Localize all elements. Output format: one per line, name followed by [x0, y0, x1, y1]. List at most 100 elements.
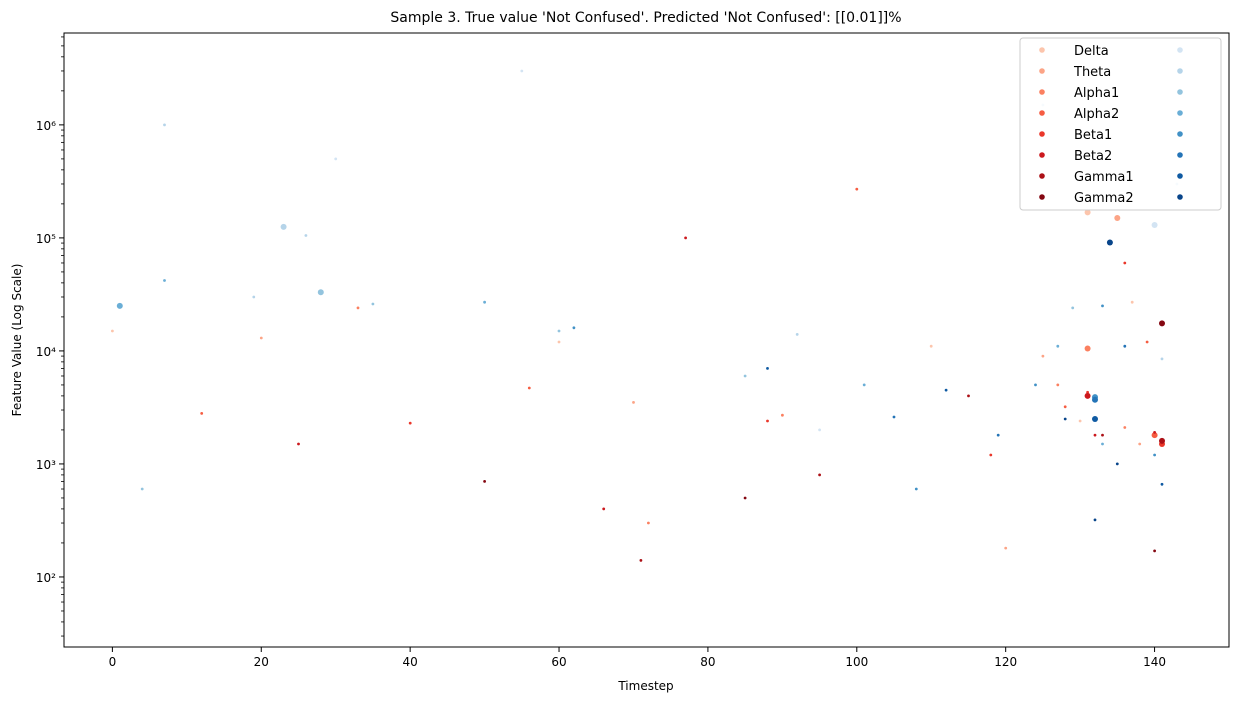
x-tick-label: 40: [403, 655, 418, 669]
x-tick-label: 80: [700, 655, 715, 669]
scatter-point: [259, 336, 263, 340]
scatter-point: [1159, 320, 1165, 327]
x-tick-label: 0: [109, 655, 117, 669]
y-tick-label: 10³: [36, 458, 56, 472]
scatter-point: [862, 383, 866, 387]
scatter-point: [1084, 392, 1091, 399]
scatter-point: [1101, 304, 1104, 308]
scatter-point: [111, 329, 114, 333]
y-tick-label: 10⁵: [36, 232, 56, 246]
scatter-point: [1123, 426, 1127, 429]
scatter-point: [163, 279, 166, 282]
legend-marker: [1177, 47, 1183, 53]
scatter-point: [557, 340, 561, 344]
scatter-point: [371, 302, 375, 306]
scatter-point: [1130, 300, 1134, 304]
x-tick-label: 100: [845, 655, 868, 669]
scatter-point: [639, 559, 643, 562]
scatter-points: [111, 69, 1179, 562]
scatter-point: [818, 428, 821, 432]
scatter-point: [1056, 383, 1060, 387]
scatter-point: [967, 394, 970, 398]
scatter-point: [1093, 433, 1097, 437]
scatter-point: [280, 223, 287, 230]
scatter-point: [1160, 482, 1164, 486]
scatter-point: [684, 236, 687, 240]
scatter-point: [1093, 518, 1097, 522]
scatter-point: [1078, 419, 1082, 423]
plot-frame: [63, 32, 1230, 648]
scatter-point: [252, 295, 256, 299]
scatter-point: [140, 487, 144, 491]
scatter-point: [743, 496, 747, 500]
x-axis-title: Timestep: [617, 679, 673, 693]
legend-marker: [1177, 131, 1183, 137]
scatter-point: [743, 374, 747, 378]
scatter-point: [1151, 222, 1158, 228]
scatter-point: [989, 453, 993, 457]
scatter-point: [766, 419, 769, 423]
legend-marker: [1177, 173, 1183, 179]
scatter-point: [408, 421, 412, 425]
scatter-point: [647, 521, 650, 525]
scatter-point: [1071, 306, 1075, 310]
legend-marker: [1039, 89, 1045, 95]
scatter-point: [818, 473, 821, 477]
legend-marker: [1177, 89, 1183, 95]
legend-label: Gamma2: [1074, 191, 1134, 206]
scatter-point: [1063, 405, 1067, 409]
legend-items: Delta Theta Alpha1 Alpha2 Beta1 Beta2 Gamma1 Ga…: [1039, 44, 1183, 206]
legend-label: Gamma1: [1074, 170, 1134, 185]
scatter-point: [1063, 417, 1067, 421]
legend-marker: [1039, 47, 1045, 53]
legend-label: Beta1: [1074, 128, 1112, 143]
x-axis-ticks: 0 20 40 60 80 100 120 140: [109, 647, 1166, 669]
scatter-point: [892, 415, 896, 419]
x-tick-label: 60: [551, 655, 566, 669]
x-tick-label: 120: [994, 655, 1017, 669]
scatter-point: [1101, 433, 1104, 437]
scatter-point: [527, 386, 531, 390]
y-axis-title: Feature Value (Log Scale): [10, 264, 24, 417]
legend-marker: [1177, 68, 1183, 74]
legend-label: Alpha1: [1074, 86, 1119, 101]
scatter-point: [929, 344, 933, 348]
scatter-point: [116, 302, 123, 309]
y-tick-label: 10²: [36, 571, 56, 585]
scatter-point: [1153, 431, 1156, 434]
scatter-point: [520, 69, 524, 73]
scatter-point: [334, 157, 338, 161]
scatter-point: [1084, 209, 1091, 216]
scatter-point: [996, 433, 1000, 437]
y-tick-label: 10⁶: [36, 119, 56, 133]
scatter-point: [1034, 383, 1037, 387]
scatter-point: [1084, 345, 1091, 352]
scatter-point: [1123, 344, 1127, 348]
legend-label: Theta: [1073, 65, 1111, 80]
scatter-point: [1092, 416, 1098, 422]
scatter-point: [483, 480, 486, 483]
legend-marker: [1039, 152, 1045, 158]
scatter-point: [1153, 453, 1156, 457]
scatter-point: [1138, 442, 1142, 446]
legend-marker: [1039, 173, 1045, 179]
x-tick-label: 20: [254, 655, 269, 669]
x-tick-label: 140: [1143, 655, 1166, 669]
scatter-point: [1092, 396, 1098, 403]
scatter-point: [572, 326, 576, 330]
scatter-point: [1056, 344, 1060, 348]
scatter-point: [1106, 239, 1113, 246]
scatter-point: [163, 123, 166, 127]
scatter-point: [766, 367, 769, 370]
legend-marker: [1039, 110, 1045, 116]
scatter-point: [795, 333, 799, 336]
legend-marker: [1039, 194, 1045, 200]
scatter-point: [200, 412, 204, 415]
legend: Delta Theta Alpha1 Alpha2 Beta1 Beta2 Gamma1 Ga…: [1019, 37, 1222, 211]
scatter-point: [304, 234, 308, 237]
scatter-point: [914, 487, 918, 491]
scatter-point: [1160, 357, 1164, 361]
scatter-point: [1151, 432, 1158, 439]
scatter-point: [602, 507, 606, 511]
